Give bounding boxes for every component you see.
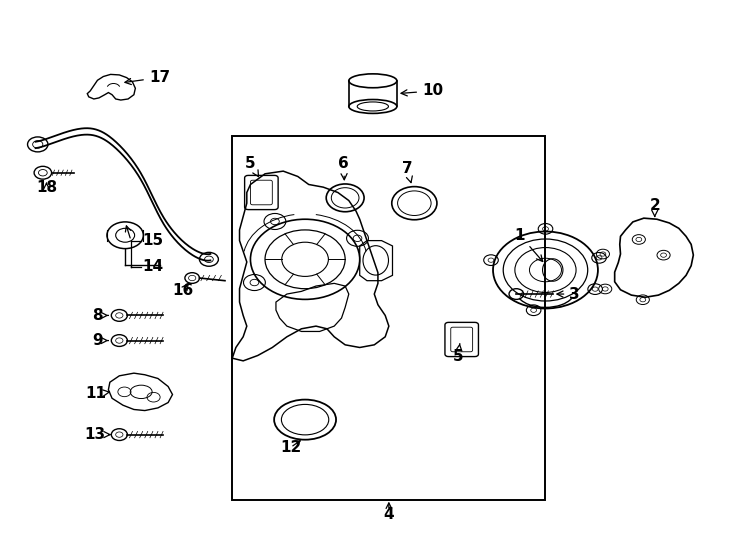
Text: 5: 5 [453, 343, 463, 364]
Text: 8: 8 [92, 308, 109, 323]
Text: 16: 16 [172, 283, 194, 298]
Text: 15: 15 [142, 233, 164, 248]
Text: 12: 12 [280, 440, 301, 455]
Text: 5: 5 [245, 156, 258, 177]
Text: 1: 1 [515, 228, 542, 261]
Text: 7: 7 [401, 161, 413, 183]
Text: 11: 11 [86, 387, 109, 402]
Text: 17: 17 [125, 70, 170, 85]
Bar [232, 137, 545, 500]
Text: 9: 9 [92, 333, 109, 348]
Text: 2: 2 [650, 198, 660, 217]
Text: 4: 4 [384, 507, 394, 522]
Text: 10: 10 [401, 84, 443, 98]
Text: 6: 6 [338, 156, 349, 180]
Text: 3: 3 [557, 287, 580, 301]
Text: 18: 18 [36, 180, 57, 194]
Text: 13: 13 [84, 427, 110, 442]
Text: 14: 14 [142, 259, 164, 274]
